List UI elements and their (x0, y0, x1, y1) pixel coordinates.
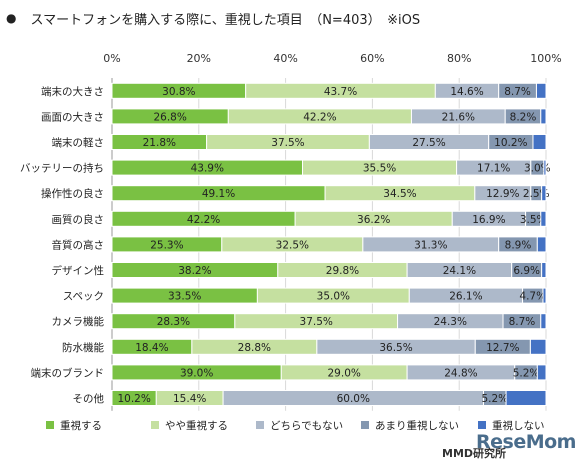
data-label: 10.2% (494, 137, 527, 149)
data-label: 3.5% (520, 214, 547, 226)
data-label: 21.6% (442, 111, 475, 123)
chart-title: スマートフォンを購入する際に、重視した項目 （N=403） ※iOS (30, 12, 421, 28)
x-tick-label: 60% (360, 52, 384, 65)
data-label: 37.5% (271, 137, 304, 149)
data-label: 28.3% (157, 316, 190, 328)
data-label: 49.1% (202, 188, 235, 200)
data-label: 24.8% (444, 367, 477, 379)
bar-segment (505, 390, 547, 406)
bar-segment (540, 210, 547, 227)
data-label: 30.8% (162, 86, 195, 98)
resemom-logo: ReseMom (476, 431, 576, 453)
data-label: 34.5% (383, 188, 416, 200)
data-label: 8.2% (510, 111, 537, 123)
data-label: 42.2% (303, 111, 336, 123)
bar-segment (529, 338, 547, 355)
bar-segment (541, 185, 547, 202)
chart-title-row: ● スマートフォンを購入する際に、重視した項目 （N=403） ※iOS (6, 6, 420, 30)
category-label: 操作性の良さ (41, 187, 104, 200)
legend-label: やや重視する (165, 419, 228, 432)
category-label: 端末の大きさ (41, 85, 104, 98)
data-label: 60.0% (337, 393, 370, 405)
x-tick-label: 20% (187, 52, 211, 65)
x-tick-label: 80% (447, 52, 471, 65)
data-label: 21.8% (143, 137, 176, 149)
category-label: デザイン性 (52, 264, 105, 277)
category-label: 音質の高さ (52, 238, 105, 251)
data-label: 43.9% (191, 163, 224, 175)
bar-segment (540, 108, 547, 125)
data-label: 15.4% (173, 393, 206, 405)
data-label: 28.8% (238, 342, 271, 354)
data-label: 4.7% (519, 291, 546, 303)
data-label: 36.5% (379, 342, 412, 354)
data-label: 6.9% (513, 265, 540, 277)
category-label: 防水機能 (62, 341, 104, 354)
data-label: 37.5% (300, 316, 333, 328)
legend-swatch (361, 421, 369, 429)
data-label: 24.3% (434, 316, 467, 328)
data-label: 18.4% (135, 342, 168, 354)
legend-swatch (256, 421, 264, 429)
data-label: 31.3% (414, 239, 447, 251)
data-label: 8.9% (505, 239, 532, 251)
source-label: MMD研究所 (442, 447, 507, 460)
data-label: 24.1% (443, 265, 476, 277)
data-label: 3.0% (524, 163, 551, 175)
data-label: 32.5% (276, 239, 309, 251)
bar-segment (536, 236, 547, 253)
data-label: 29.8% (326, 265, 359, 277)
data-label: 35.0% (317, 291, 350, 303)
data-label: 27.5% (412, 137, 445, 149)
data-label: 42.2% (187, 214, 220, 226)
category-label: バッテリーの持ち (20, 162, 104, 175)
legend-label: どちらでもない (270, 420, 343, 432)
category-label: その他 (73, 392, 105, 405)
data-label: 10.2% (117, 393, 150, 405)
data-label: 12.7% (486, 342, 519, 354)
bar-segment (542, 287, 547, 304)
data-label: 35.5% (363, 163, 396, 175)
data-label: 26.1% (449, 291, 482, 303)
data-label: 14.6% (450, 86, 483, 98)
legend-swatch (478, 421, 486, 429)
data-label: 8.7% (509, 316, 536, 328)
data-label: 36.2% (357, 214, 390, 226)
data-label: 8.7% (504, 86, 531, 98)
bar-segment (532, 134, 547, 150)
category-label: カメラ機能 (52, 315, 105, 328)
data-label: 16.9% (472, 214, 505, 226)
x-tick-label: 0% (103, 52, 120, 65)
data-label: 25.3% (150, 239, 183, 251)
legend-label: 重視する (60, 419, 102, 432)
legend-label: 重視しない (492, 419, 545, 432)
x-tick-label: 100% (530, 52, 561, 65)
bar-segment (535, 82, 547, 99)
data-label: 5.2% (513, 367, 540, 379)
category-label: 画質の良さ (52, 213, 105, 226)
legend-swatch (151, 421, 159, 429)
category-label: スペック (63, 291, 104, 303)
data-label: 17.1% (477, 163, 510, 175)
x-tick-label: 40% (273, 52, 297, 65)
title-bullet: ● (6, 11, 17, 25)
data-label: 26.8% (153, 111, 186, 123)
data-label: 29.0% (328, 367, 361, 379)
data-label: 38.2% (178, 265, 211, 277)
legend-swatch (46, 421, 54, 429)
bar-segment (543, 159, 547, 176)
data-label: 33.5% (168, 291, 201, 303)
category-label: 端末の軽さ (52, 136, 105, 149)
data-label: 39.0% (180, 367, 213, 379)
legend-label: あまり重視しない (375, 419, 459, 432)
data-label: 12.9% (486, 188, 519, 200)
category-label: 端末のブランド (31, 366, 105, 379)
data-label: 43.7% (324, 86, 357, 98)
bar-segment (536, 364, 547, 381)
category-label: 画面の大きさ (41, 110, 104, 123)
bar-segment (540, 313, 547, 330)
bar-segment (541, 262, 547, 278)
data-label: 5.2% (481, 393, 508, 405)
